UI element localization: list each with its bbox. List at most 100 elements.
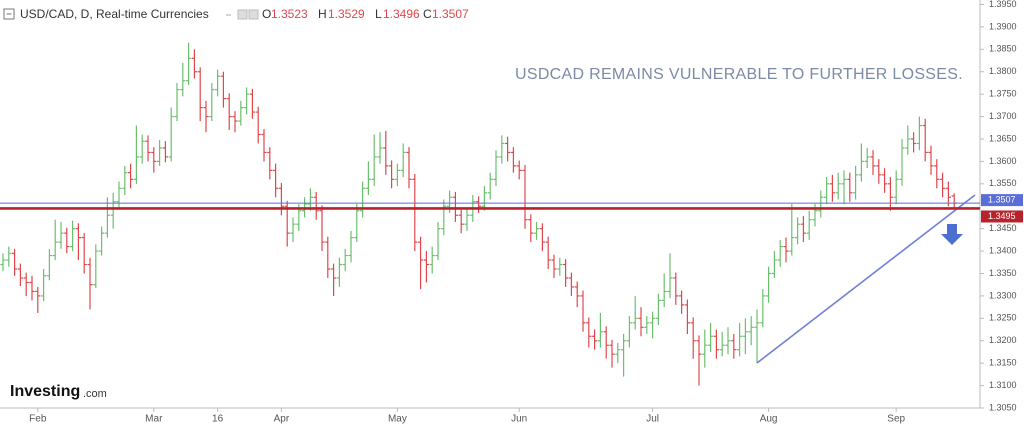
ohlc-bar — [719, 331, 725, 357]
y-tick-label: 1.3400 — [989, 245, 1017, 255]
ohlc-bar — [58, 221, 64, 249]
ohlc-bar — [441, 199, 447, 236]
ohlc-bar — [290, 217, 296, 243]
ohlc-bar — [174, 82, 180, 122]
ohlc-bar — [273, 163, 279, 198]
plot — [0, 42, 957, 386]
ohlc-bar — [249, 88, 255, 119]
x-tick-label: May — [388, 414, 407, 425]
ohlc-label: C — [423, 7, 432, 21]
ohlc-bar — [307, 188, 313, 211]
ohlc-bar — [423, 251, 429, 283]
ohlc-bar — [145, 135, 151, 162]
y-tick-label: 1.3600 — [989, 156, 1017, 166]
ohlc-bar — [667, 253, 673, 299]
ohlc-bar — [151, 147, 157, 173]
ohlc-bar — [771, 251, 777, 278]
ohlc-bar — [70, 220, 76, 252]
x-tick-label: Sep — [887, 414, 905, 425]
ohlc-bar — [215, 69, 221, 97]
ohlc-bar — [754, 309, 760, 364]
ohlc-bar — [180, 62, 186, 97]
ohlc-bar — [336, 257, 342, 287]
ohlc-bar — [186, 42, 192, 86]
annotation: USDCAD REMAINS VULNERABLE TO FURTHER LOS… — [515, 66, 963, 83]
ohlc-bar — [278, 182, 284, 216]
x-tick-label: Jun — [511, 414, 527, 425]
ohlc-bar — [244, 87, 250, 115]
ohlc-bar — [157, 139, 163, 166]
x-tick-label: Aug — [760, 414, 778, 425]
ohlc-bar — [104, 197, 110, 238]
ohlc-bar — [226, 93, 232, 131]
brand-name: Investing — [10, 383, 80, 400]
ohlc-bar — [539, 223, 545, 252]
ohlc-bar — [679, 290, 685, 314]
ohlc-bar — [609, 339, 615, 368]
y-tick-label: 1.3300 — [989, 290, 1017, 300]
ohlc-bar — [621, 334, 627, 377]
ohlc-bar — [650, 311, 656, 339]
ohlc-bar — [371, 134, 377, 187]
ohlc-bar — [418, 236, 424, 290]
ohlc-bar — [597, 312, 603, 348]
ohlc-bar — [824, 177, 830, 204]
ohlc-bar — [696, 335, 702, 386]
ohlc-bar — [777, 239, 783, 267]
ohlc-bar — [209, 82, 215, 122]
ohlc-bar — [46, 248, 52, 281]
y-tick-label: 1.3200 — [989, 335, 1017, 345]
trend-line — [756, 194, 976, 364]
ohlc-bar — [655, 293, 661, 326]
down-arrow — [941, 224, 963, 245]
y-tick-label: 1.3450 — [989, 223, 1017, 233]
ohlc-bar — [319, 205, 325, 252]
brand-suffix: .com — [83, 388, 107, 400]
ohlc-bar — [586, 317, 592, 348]
ohlc-value: 1.3496 — [383, 7, 420, 21]
ohlc-bar — [603, 326, 609, 359]
ohlc-bar — [708, 322, 714, 352]
ohlc-bar — [162, 141, 168, 163]
ohlc-bar — [528, 214, 534, 243]
ohlc-bar — [383, 130, 389, 175]
ohlc-bar — [435, 221, 441, 261]
ohlc-bar — [313, 191, 319, 220]
ohlc-bar — [110, 192, 116, 229]
price-label: 1.3495 — [988, 211, 1016, 221]
ohlc-bar — [493, 150, 499, 187]
ohlc-bar — [458, 209, 464, 234]
ohlc-bar — [133, 125, 139, 184]
ohlc-value: 1.3507 — [432, 7, 469, 21]
settings-icon[interactable] — [237, 9, 248, 20]
settings-icon[interactable] — [248, 9, 259, 20]
ohlc-bar — [429, 246, 435, 274]
ohlc-bar — [261, 129, 267, 162]
ohlc-bar — [893, 170, 899, 204]
ohlc-bar — [766, 266, 772, 303]
ohlc-bar — [81, 233, 87, 274]
ohlc-bar — [17, 263, 23, 287]
ohlc-value: 1.3523 — [271, 7, 308, 21]
ohlc-bar — [690, 317, 696, 359]
ohlc-bar — [52, 219, 58, 261]
ohlc-bar — [406, 147, 412, 189]
ohlc-bar — [632, 295, 638, 330]
ohlc-bar — [551, 254, 557, 278]
ohlc-bar — [191, 49, 197, 79]
collapse-icon[interactable] — [3, 8, 15, 20]
ohlc-bar — [203, 100, 209, 133]
ohlc-bar — [789, 204, 795, 256]
ohlc-bar — [818, 190, 824, 218]
ohlc-bar — [638, 307, 644, 337]
ohlc-bar — [255, 106, 261, 144]
ohlc-bar — [684, 299, 690, 335]
ohlc-bar — [702, 329, 708, 368]
ohlc-bar — [847, 172, 853, 202]
ohlc-bar — [922, 118, 928, 162]
ohlc-bar — [389, 160, 395, 189]
ohlc-label: H — [318, 7, 327, 21]
ohlc-bar — [412, 173, 418, 252]
ohlc-bar — [505, 136, 511, 162]
x-tick-label: Apr — [274, 414, 290, 425]
